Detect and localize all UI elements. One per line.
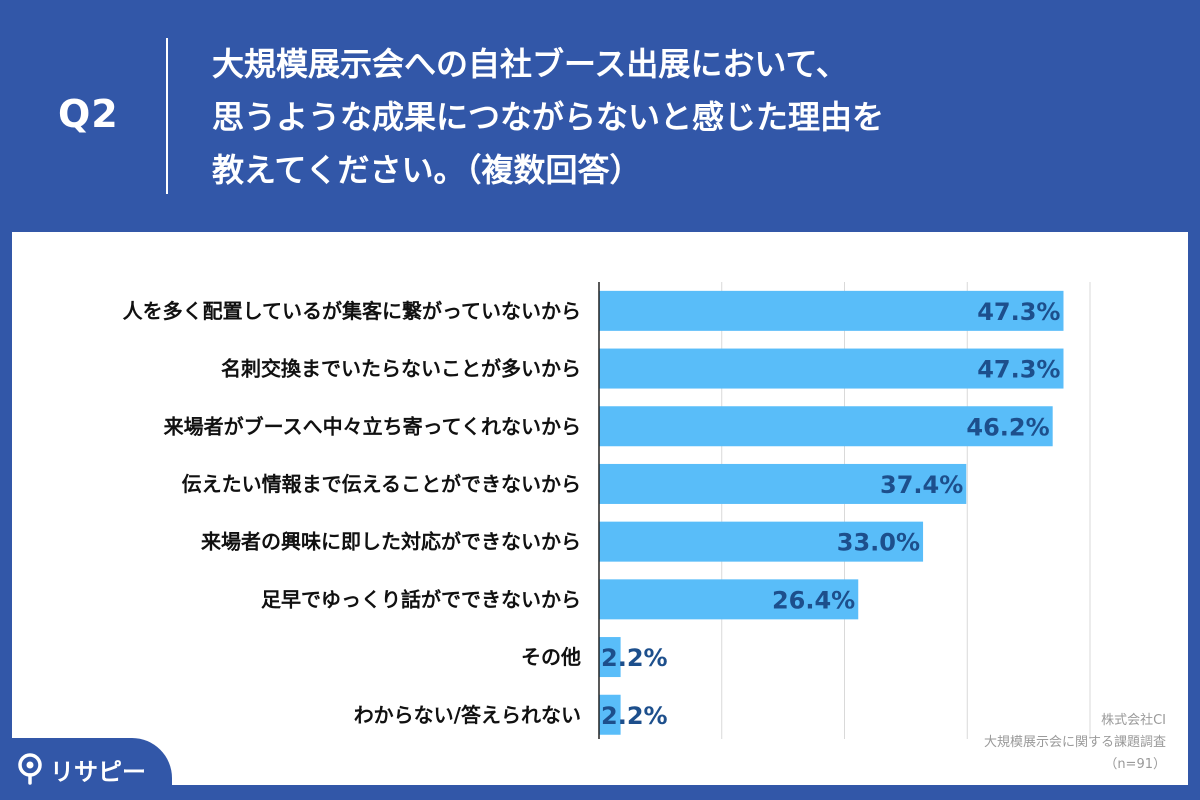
bar (599, 463, 967, 504)
category-label: 伝えたい情報まで伝えることができないから (182, 472, 581, 496)
chart-panel: 人を多く配置しているが集客に繋がっていないから 47.3% 名刺交換までいたらないこ… (12, 232, 1188, 785)
category-label: わからない/答えられない (354, 703, 581, 727)
source-survey: 大規模展示会に関する課題調査 (983, 735, 1166, 750)
value-label: 2.2% (601, 702, 668, 730)
source-company: 株式会社CI (1101, 713, 1166, 728)
question-line: 大規模展示会への自社ブース出展において、 (212, 45, 848, 83)
value-label: 26.4% (772, 586, 855, 614)
value-label: 2.2% (601, 644, 668, 672)
location-pin-icon (18, 753, 42, 785)
bar (599, 579, 859, 620)
brand-logo: リサピー (0, 738, 172, 800)
bar (599, 694, 621, 735)
value-label: 46.2% (966, 413, 1049, 441)
category-label: 人を多く配置しているが集客に繋がっていないから (123, 299, 581, 323)
question-text: 大規模展示会への自社ブース出展において、 思うような成果につながらないと感じた理… (212, 38, 1172, 197)
bar (599, 521, 924, 562)
category-label: 名刺交換までいたらないことが多いから (221, 357, 581, 381)
value-label: 37.4% (880, 471, 963, 499)
bar-chart: 人を多く配置しているが集客に繋がっていないから 47.3% 名刺交換までいたらないこ… (123, 282, 1091, 739)
question-line: 教えてください。（複数回答） (212, 151, 642, 189)
question-number: Q2 (58, 92, 119, 136)
question-header: Q2 大規模展示会への自社ブース出展において、 思うような成果につながらないと感… (0, 0, 1200, 232)
value-label: 47.3% (977, 298, 1060, 326)
logo-text: リサピー (50, 758, 146, 786)
bar (599, 406, 1053, 447)
header-divider (166, 38, 168, 194)
category-label: 来場者の興味に即した対応ができないから (200, 530, 581, 554)
category-label: 来場者がブースへ中々立ち寄ってくれないから (163, 414, 581, 438)
bar (599, 348, 1064, 389)
source-note: 株式会社CI 大規模展示会に関する課題調査 （n=91） (866, 710, 1166, 776)
bar (599, 290, 1064, 331)
category-label: 足早でゆっくり話がでできないから (261, 587, 581, 611)
value-label: 47.3% (977, 356, 1060, 384)
question-line: 思うような成果につながらないと感じた理由を (212, 98, 885, 136)
value-label: 33.0% (837, 529, 920, 557)
category-label: その他 (521, 645, 581, 669)
source-sample: （n=91） (1104, 757, 1166, 772)
bar (599, 637, 621, 678)
